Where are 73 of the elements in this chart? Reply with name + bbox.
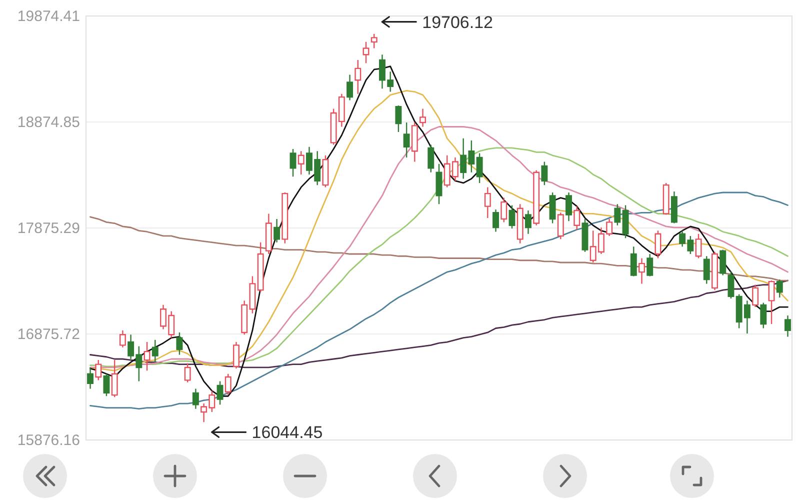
- candlestick: [516, 204, 524, 244]
- candlestick: [508, 204, 516, 230]
- candlestick: [784, 314, 791, 338]
- candlestick: [720, 249, 726, 276]
- candlestick: [216, 380, 224, 406]
- line-series: [90, 66, 788, 397]
- candlestick: [566, 192, 572, 222]
- candlestick: [192, 388, 199, 410]
- candlestick: [95, 359, 102, 381]
- candlestick: [695, 233, 702, 259]
- candlestick: [403, 122, 410, 158]
- candlestick: [184, 362, 191, 383]
- y-tick-label: 19874.41: [17, 8, 80, 24]
- candlestick: [428, 144, 434, 173]
- candlestick: [654, 230, 662, 259]
- annotation: 16044.45: [252, 422, 323, 442]
- candlestick: [776, 278, 783, 298]
- y-tick-label: 18874.85: [17, 114, 80, 130]
- line-series: [90, 216, 788, 282]
- candlestick: [703, 256, 710, 284]
- candlestick: [144, 341, 150, 372]
- candlestick: [638, 258, 645, 284]
- line-series: [90, 192, 788, 410]
- y-tick-label: 16875.72: [17, 326, 80, 342]
- y-tick-label: 15876.16: [17, 432, 80, 448]
- candlestick: [768, 280, 775, 325]
- candlestick: [346, 74, 354, 101]
- candlestick: [500, 197, 508, 223]
- candlestick: [290, 148, 296, 178]
- candlestick: [541, 161, 548, 186]
- candlestick: [111, 359, 118, 398]
- candlestick: [630, 246, 637, 277]
- candlestick: [265, 213, 272, 255]
- line-series: [90, 280, 788, 368]
- candlestick: [752, 284, 759, 308]
- candlestick: [728, 270, 734, 300]
- candlestick: [436, 163, 442, 205]
- y-tick-label: 17875.29: [17, 220, 80, 236]
- candlestick: [152, 339, 158, 363]
- candlestick: [370, 33, 378, 49]
- candlestick: [233, 341, 240, 370]
- candlestick: [670, 190, 678, 224]
- candlestick: [411, 122, 418, 162]
- candlestick: [87, 366, 94, 390]
- candlestick: [395, 104, 402, 133]
- candlestick: [614, 204, 621, 226]
- candlestick: [176, 332, 183, 356]
- candlestick: [322, 154, 329, 188]
- candlestick: [420, 108, 426, 128]
- candlestick: [282, 192, 288, 244]
- candlestick: [712, 251, 718, 291]
- candlestick: [298, 150, 304, 176]
- candlestick: [646, 253, 654, 277]
- candlestick: [492, 208, 500, 232]
- candlestick: [549, 192, 556, 224]
- candlestick: [484, 186, 491, 219]
- candlestick: [533, 170, 540, 226]
- candlestick: [582, 218, 588, 252]
- candlestick: [354, 59, 362, 94]
- candlestick: [119, 330, 126, 348]
- candlestick: [224, 373, 232, 396]
- candlestick: [103, 373, 110, 397]
- candlestick: [622, 204, 629, 239]
- annotation: 19706.12: [422, 12, 494, 32]
- candlestick: [662, 182, 670, 216]
- candlestick: [760, 302, 767, 329]
- candlestick: [476, 152, 483, 184]
- candlestick: [362, 41, 370, 64]
- candlestick: [524, 210, 532, 234]
- candlestick: [574, 206, 580, 230]
- candlestick: [557, 212, 564, 240]
- candlestick: [274, 218, 280, 243]
- candlestick: [257, 242, 264, 293]
